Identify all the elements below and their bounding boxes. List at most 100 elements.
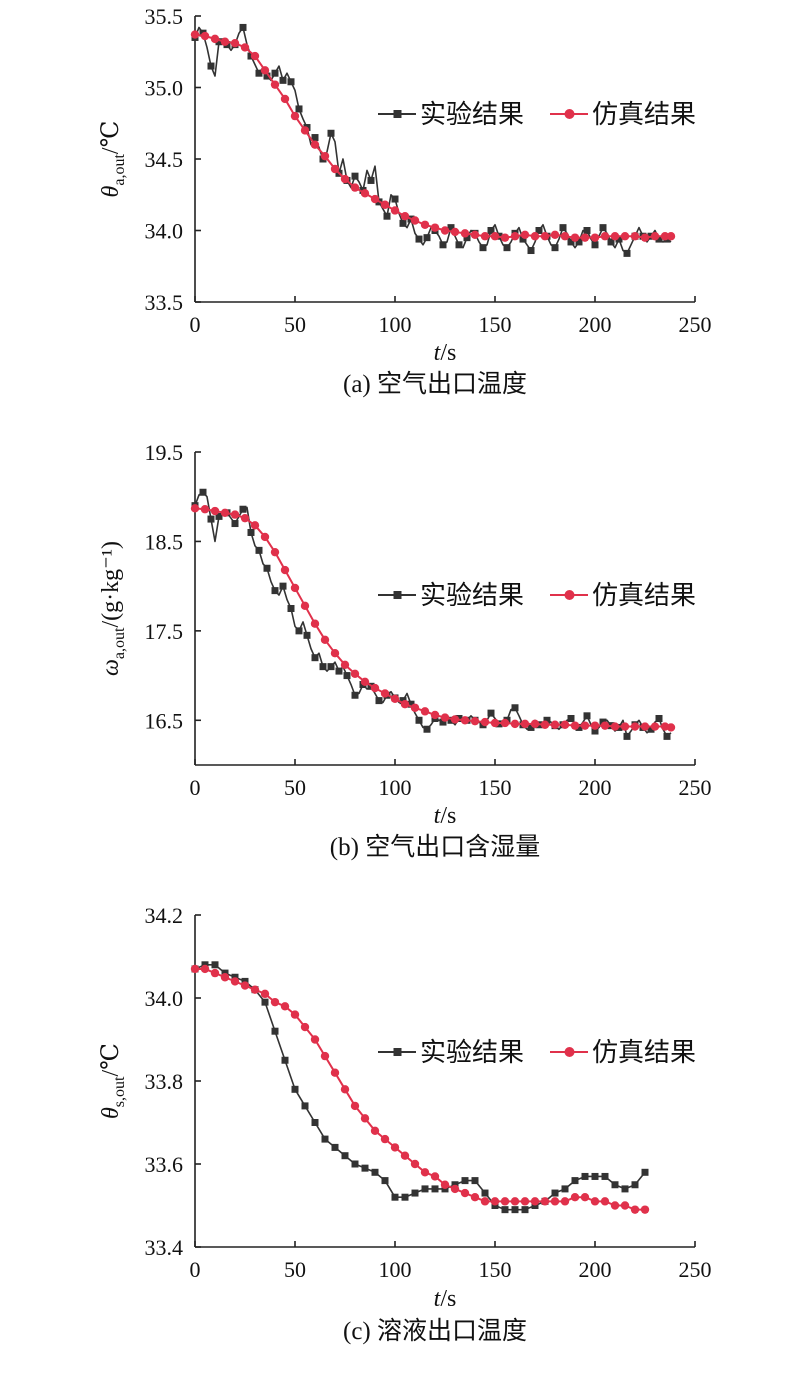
data-point bbox=[461, 1177, 469, 1185]
data-point bbox=[540, 1197, 550, 1206]
y-tick-label: 19.5 bbox=[145, 440, 184, 465]
x-axis-label-var: t bbox=[434, 340, 442, 366]
data-point bbox=[641, 1168, 649, 1176]
data-point bbox=[510, 719, 520, 729]
data-point bbox=[415, 716, 423, 724]
y-tick-label: 35.0 bbox=[145, 76, 184, 101]
data-point bbox=[527, 247, 535, 255]
series-simulation bbox=[190, 964, 650, 1214]
data-point bbox=[490, 718, 500, 728]
data-point bbox=[380, 1134, 390, 1144]
chart-panel-c: 0 50 100 150 200 250 33.4 33.6 33.8 34.0 34.2 t/s θs… bbox=[98, 903, 712, 1345]
data-point bbox=[580, 721, 590, 730]
data-point bbox=[521, 1206, 529, 1214]
data-point bbox=[550, 230, 560, 239]
data-point bbox=[439, 718, 447, 726]
data-point bbox=[500, 233, 510, 242]
data-point bbox=[199, 488, 207, 496]
y-axis-label-var: ω bbox=[98, 659, 124, 676]
data-point bbox=[470, 230, 480, 239]
data-point bbox=[500, 718, 510, 728]
data-point bbox=[630, 232, 640, 241]
legend-label: 实验结果 bbox=[420, 1038, 524, 1068]
data-point bbox=[190, 30, 200, 39]
data-point bbox=[420, 220, 430, 229]
data-point bbox=[310, 619, 320, 628]
data-point bbox=[439, 241, 447, 249]
y-tick-label: 18.5 bbox=[145, 529, 184, 554]
data-point bbox=[447, 224, 455, 232]
data-point bbox=[540, 720, 550, 729]
y-axis-label: ωa,out/(g·kg⁻¹) bbox=[98, 541, 128, 676]
data-point bbox=[567, 714, 575, 722]
data-point bbox=[420, 707, 430, 716]
x-tick-label: 150 bbox=[479, 312, 512, 337]
data-point bbox=[470, 716, 480, 726]
data-point bbox=[590, 721, 600, 730]
data-point bbox=[543, 716, 551, 724]
data-point bbox=[591, 727, 599, 735]
data-point bbox=[647, 725, 655, 733]
data-point bbox=[383, 212, 391, 220]
data-point bbox=[310, 140, 320, 149]
y-axis-label-sub: a,out bbox=[111, 154, 128, 186]
data-point bbox=[311, 654, 319, 662]
x-tick-label: 100 bbox=[379, 312, 412, 337]
legend-label: 实验结果 bbox=[420, 100, 524, 130]
data-point bbox=[460, 229, 470, 238]
data-point bbox=[423, 234, 431, 242]
data-point bbox=[210, 968, 220, 978]
data-point bbox=[663, 732, 671, 740]
data-point bbox=[623, 249, 631, 257]
data-point bbox=[423, 725, 431, 733]
y-axis-label-unit: /℃ bbox=[98, 121, 124, 155]
legend: 实验结果 仿真结果 bbox=[378, 100, 696, 130]
data-point bbox=[607, 238, 615, 246]
legend: 实验结果 仿真结果 bbox=[378, 1038, 696, 1068]
data-point bbox=[655, 714, 663, 722]
series-line bbox=[194, 491, 672, 738]
data-point bbox=[440, 713, 450, 722]
data-point bbox=[390, 206, 400, 215]
data-point bbox=[570, 233, 580, 242]
data-point bbox=[460, 1188, 470, 1198]
data-point bbox=[331, 1143, 339, 1151]
data-point bbox=[551, 1189, 559, 1197]
y-tick-label: 33.8 bbox=[145, 1069, 184, 1094]
data-point bbox=[430, 223, 440, 232]
data-point bbox=[535, 227, 543, 234]
legend-marker bbox=[393, 591, 402, 599]
data-point bbox=[390, 694, 400, 704]
data-point bbox=[631, 1181, 639, 1189]
data-point bbox=[270, 80, 280, 89]
data-point bbox=[400, 699, 410, 709]
y-axis-label-var: θ bbox=[98, 185, 124, 197]
data-point bbox=[575, 723, 583, 731]
data-point bbox=[330, 1068, 340, 1077]
data-point bbox=[271, 1027, 279, 1035]
data-point bbox=[415, 235, 423, 243]
data-point bbox=[260, 989, 270, 999]
data-point bbox=[351, 172, 359, 180]
data-point bbox=[370, 194, 380, 204]
data-point bbox=[620, 722, 630, 731]
x-tick-label: 150 bbox=[479, 1257, 512, 1282]
data-point bbox=[340, 1085, 350, 1094]
y-axis-label-unit: /℃ bbox=[98, 1043, 124, 1077]
x-tick-label: 0 bbox=[190, 1257, 201, 1282]
data-point bbox=[591, 241, 599, 249]
data-point bbox=[350, 669, 360, 678]
data-point bbox=[215, 512, 223, 520]
data-point bbox=[370, 683, 380, 693]
data-point bbox=[351, 1160, 359, 1168]
data-point bbox=[630, 1205, 640, 1214]
data-point bbox=[481, 1189, 489, 1197]
x-axis-label: t/s bbox=[434, 340, 457, 366]
data-point bbox=[295, 105, 303, 113]
y-tick-label: 34.5 bbox=[145, 147, 184, 172]
data-point bbox=[640, 1205, 650, 1214]
data-point bbox=[247, 528, 255, 536]
y-tick-label: 17.5 bbox=[145, 619, 184, 644]
x-tick-label: 200 bbox=[579, 312, 612, 337]
data-point bbox=[540, 232, 550, 241]
